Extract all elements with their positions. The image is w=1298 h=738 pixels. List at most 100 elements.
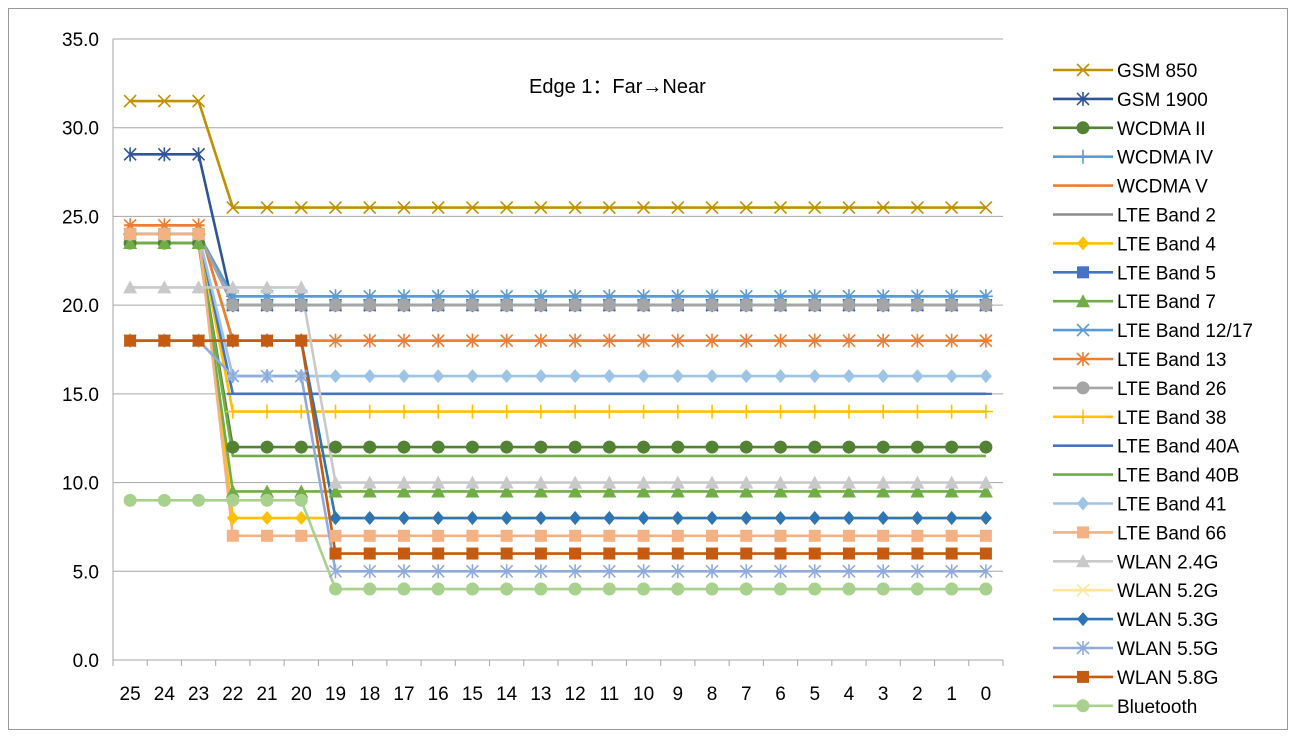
x-tick-label: 14 <box>496 684 518 705</box>
data-point <box>774 547 787 560</box>
data-point <box>123 280 138 294</box>
data-point <box>773 333 788 348</box>
legend-label: WLAN 5.8G <box>1117 668 1218 689</box>
data-point <box>533 475 548 489</box>
data-point <box>533 484 548 498</box>
data-point <box>568 440 582 454</box>
data-point <box>500 440 514 454</box>
data-point <box>192 228 205 241</box>
data-point <box>500 200 514 215</box>
x-tick-label: 13 <box>530 684 551 705</box>
data-point <box>568 564 582 579</box>
data-point <box>739 404 754 419</box>
data-point <box>465 298 479 312</box>
data-point <box>979 369 992 384</box>
data-point <box>842 529 855 542</box>
data-point <box>671 564 685 579</box>
data-point <box>842 547 855 560</box>
data-point <box>500 298 514 312</box>
x-tick-label: 19 <box>325 684 346 705</box>
data-point <box>876 200 890 215</box>
data-point <box>740 547 753 560</box>
data-point <box>261 334 274 347</box>
data-point <box>808 369 821 384</box>
data-point <box>979 529 992 542</box>
data-point <box>432 529 445 542</box>
data-point <box>602 333 616 348</box>
data-point <box>499 404 514 419</box>
data-point <box>911 369 924 384</box>
data-point <box>363 333 377 348</box>
data-point <box>465 200 479 215</box>
x-tick-label: 15 <box>462 684 483 705</box>
data-point <box>945 547 958 560</box>
data-point <box>602 475 617 489</box>
data-point <box>397 564 411 579</box>
data-point <box>842 440 856 454</box>
x-tick-label: 10 <box>633 684 654 705</box>
data-point <box>500 333 514 348</box>
data-point <box>328 404 343 419</box>
data-point <box>192 334 205 347</box>
data-point <box>808 547 821 560</box>
data-point <box>979 298 993 312</box>
data-point <box>363 440 377 454</box>
x-tick-label: 3 <box>878 684 889 705</box>
data-point <box>329 529 342 542</box>
data-point <box>533 404 548 419</box>
data-point <box>363 547 376 560</box>
data-point <box>979 564 993 579</box>
data-point <box>465 404 480 419</box>
data-point <box>157 493 171 507</box>
x-tick-label: 2 <box>912 684 923 705</box>
legend-label: GSM 1900 <box>1117 90 1208 111</box>
data-point <box>569 369 582 384</box>
data-point <box>841 404 856 419</box>
series-line <box>130 241 986 458</box>
data-point <box>568 582 582 596</box>
legend-label: LTE Band 12/17 <box>1117 321 1253 342</box>
line-chart: 0.05.010.015.020.025.030.035.025 24 23 22 21… <box>62 30 1253 718</box>
data-point <box>842 200 856 215</box>
data-point <box>191 236 206 250</box>
data-point <box>602 298 616 312</box>
data-point <box>534 564 548 579</box>
data-point <box>192 94 206 108</box>
data-point <box>261 511 274 526</box>
data-point <box>944 475 959 489</box>
data-point <box>876 404 891 419</box>
data-point <box>876 564 890 579</box>
data-point <box>808 440 822 454</box>
data-point <box>500 511 513 526</box>
x-tick-label: 18 <box>359 684 380 705</box>
data-point <box>602 484 617 498</box>
data-point <box>706 529 719 542</box>
data-point <box>226 493 240 507</box>
legend-label: WCDMA II <box>1117 119 1206 140</box>
data-point <box>670 475 685 489</box>
series-line <box>130 153 986 307</box>
data-point <box>157 94 171 108</box>
data-point <box>842 298 856 312</box>
data-point <box>945 200 959 215</box>
x-tick-label: 7 <box>741 684 752 705</box>
data-point <box>637 547 650 560</box>
data-point <box>603 369 616 384</box>
series-line <box>130 224 986 342</box>
data-point <box>979 547 992 560</box>
axes: 0.05.010.015.020.025.030.035.025 24 23 22 21… <box>62 30 1004 705</box>
data-point <box>876 475 891 489</box>
legend-label: LTE Band 4 <box>1117 234 1216 255</box>
data-point <box>295 334 308 347</box>
data-point <box>295 511 308 526</box>
legend-label: LTE Band 13 <box>1117 350 1227 371</box>
data-point <box>123 493 137 507</box>
chart-frame: 0.0 5.0 10.0 15.0 20.0 25.0 30.0 35.0 25 24 23 22 21… <box>8 8 1288 730</box>
data-point <box>979 511 992 526</box>
data-point <box>534 369 547 384</box>
series-line <box>130 241 986 493</box>
data-point <box>260 369 274 384</box>
data-point <box>294 493 308 507</box>
data-point <box>637 529 650 542</box>
data-point <box>397 369 410 384</box>
